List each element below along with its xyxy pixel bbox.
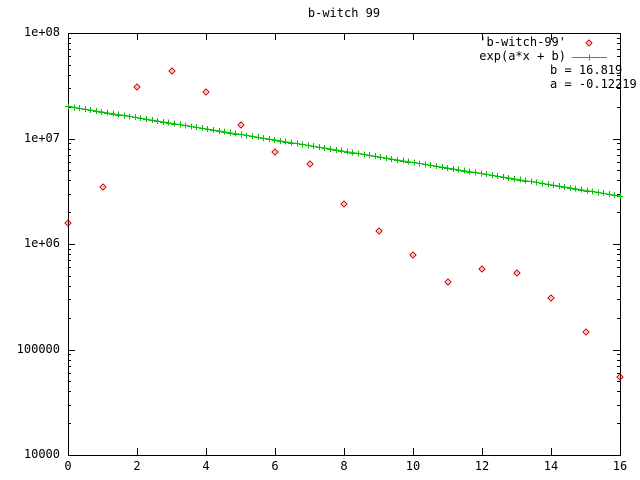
y-tick-label: 1e+08 <box>23 25 60 39</box>
plot-border <box>68 33 621 456</box>
y-tick-label: 1e+07 <box>23 130 60 145</box>
legend-label-fit-series: exp(a*x + b) <box>479 49 566 63</box>
x-tick-label: 16 <box>612 459 628 473</box>
y-tick-label: 100000 <box>16 341 60 356</box>
x-tick-label: 10 <box>405 459 421 473</box>
x-tick-label: 12 <box>474 459 490 473</box>
fit-plus-markers <box>65 103 623 199</box>
x-tick-label: 2 <box>133 459 141 473</box>
scatter-point-centers <box>67 70 621 378</box>
x-tick-label: 6 <box>271 459 279 473</box>
y-tick-label: 1e+06 <box>23 236 60 250</box>
fit-param-b: b = 16.819 <box>550 63 623 77</box>
legend-diamond-marker <box>585 39 593 47</box>
x-tick-label: 14 <box>543 459 559 473</box>
x-tick-label: 0 <box>64 459 72 473</box>
scatter-points <box>64 67 624 381</box>
chart-title: b-witch 99 <box>307 6 381 20</box>
fit-param-a: a = -0.12219 <box>550 77 637 91</box>
y-tick-label: 10000 <box>23 447 60 461</box>
axis-ticks <box>68 33 621 456</box>
x-tick-label: 4 <box>202 459 210 473</box>
legend-line-marker <box>572 54 607 61</box>
x-tick-label: 8 <box>340 459 348 473</box>
legend-label-data-series: 'b-witch-99' <box>479 35 566 49</box>
